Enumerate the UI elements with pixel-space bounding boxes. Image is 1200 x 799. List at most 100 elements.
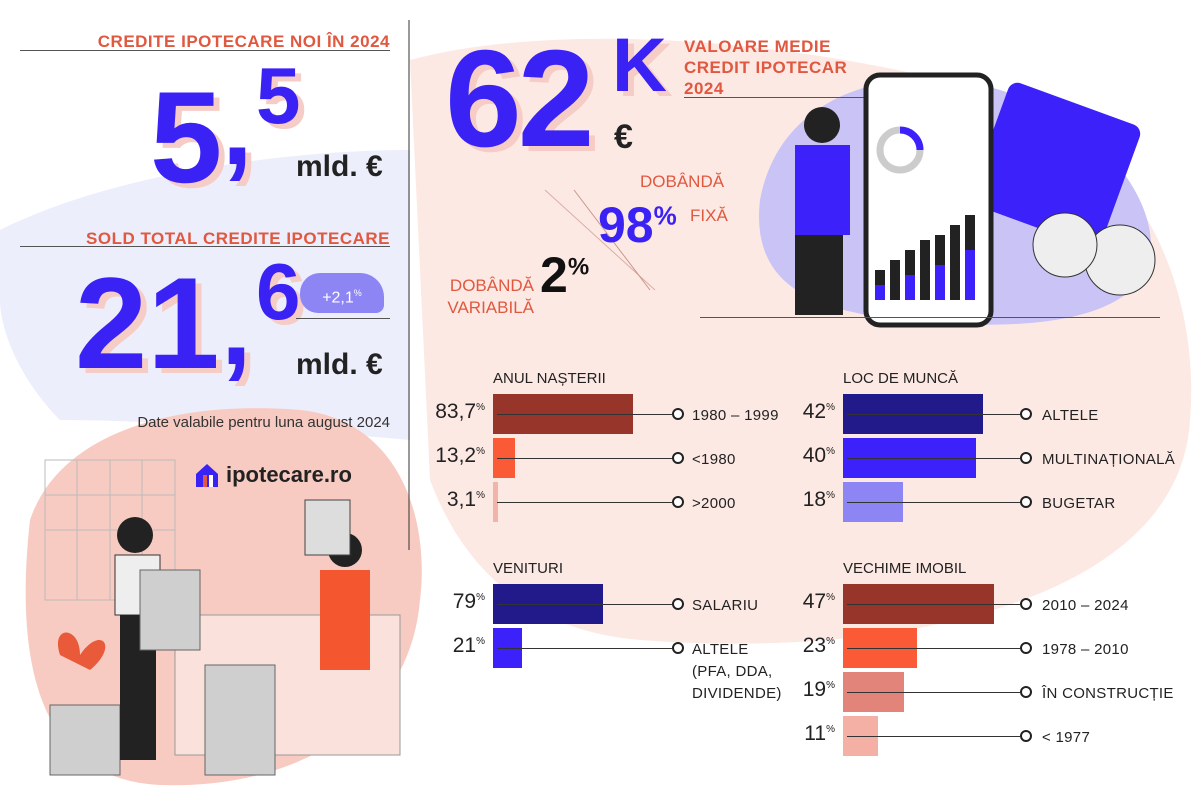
- connector-dot: [1020, 496, 1032, 508]
- category-label: ALTELE: [1042, 407, 1099, 424]
- category-label: >2000: [692, 495, 736, 512]
- value-label: 19%: [765, 678, 835, 702]
- category-label: 1980 – 1999: [692, 407, 779, 424]
- connector-dot: [1020, 598, 1032, 610]
- connector-dot: [672, 408, 684, 420]
- connector-line: [497, 414, 672, 415]
- connector-dot: [672, 496, 684, 508]
- unit-text: %: [476, 402, 485, 413]
- connector-line: [847, 736, 1020, 737]
- value-text: 23: [802, 634, 827, 657]
- change-badge: +2,1%: [300, 273, 384, 313]
- connector-line: [497, 502, 672, 503]
- value-text: 13,2: [435, 444, 477, 467]
- new-loans-unit: mld. €: [296, 150, 383, 183]
- connector-line: [497, 458, 672, 459]
- value-label: 40%: [765, 444, 835, 468]
- value-text: 19: [802, 678, 827, 701]
- fixed-interest-label-line1: DOBÂNDĂ: [640, 172, 725, 191]
- avg-loan-title: VALOARE MEDIE CREDIT IPOTECAR 2024: [684, 37, 848, 98]
- chart-title: VENITURI: [493, 560, 564, 577]
- value-label: 11%: [765, 722, 835, 746]
- value-text: 83,7: [435, 400, 477, 423]
- chart-title: LOC DE MUNCĂ: [843, 370, 959, 387]
- value-label: 18%: [765, 488, 835, 512]
- value-label: 47%: [765, 590, 835, 614]
- value-label: 42%: [765, 400, 835, 424]
- connector-line: [497, 604, 672, 605]
- unit-text: %: [826, 680, 835, 691]
- connector-line: [847, 604, 1020, 605]
- chart-title: VECHIME IMOBIL: [843, 560, 967, 577]
- new-loans-integer: 5: [150, 64, 223, 210]
- value-label: 83,7%: [415, 400, 485, 424]
- new-loans-comma: ,: [222, 65, 253, 188]
- unit-text: %: [476, 490, 485, 501]
- house-icon: [196, 464, 218, 487]
- category-label: ALTELE (PFA, DDA, DIVIDENDE): [692, 641, 782, 702]
- fixed-interest-label-line2: FIXĂ: [690, 206, 728, 225]
- value-text: 42: [802, 400, 827, 423]
- total-balance-integer: 21: [75, 250, 220, 396]
- connector-line: [847, 414, 1020, 415]
- connector-line: [847, 458, 1020, 459]
- fixed-interest-value: 98%: [598, 197, 677, 253]
- unit-text: %: [826, 636, 835, 647]
- brand-logo[interactable]: ipotecare.ro: [194, 462, 352, 488]
- avg-loan-suffix: K: [612, 23, 667, 108]
- unit-text: %: [476, 446, 485, 457]
- category-label: SALARIU: [692, 597, 759, 614]
- connector-line: [497, 648, 672, 649]
- connector-dot: [1020, 686, 1032, 698]
- category-label: 1978 – 2010: [1042, 641, 1129, 658]
- value-label: 3,1%: [415, 488, 485, 512]
- connector-dot: [1020, 642, 1032, 654]
- unit-text: %: [476, 636, 485, 647]
- connector-dot: [1020, 408, 1032, 420]
- data-note: Date valabile pentru luna august 2024: [137, 414, 390, 431]
- new-loans-title: CREDITE IPOTECARE NOI ÎN 2024: [97, 32, 390, 51]
- variable-interest-label: DOBÂNDĂ VARIABILĂ: [447, 276, 534, 317]
- connector-dot: [672, 642, 684, 654]
- brand-name: ipotecare.ro: [226, 462, 352, 487]
- value-label: 79%: [415, 590, 485, 614]
- category-label: ÎN CONSTRUCȚIE: [1042, 685, 1174, 702]
- value-text: 3,1: [446, 488, 477, 511]
- avg-loan-currency: €: [614, 118, 633, 156]
- unit-text: %: [826, 724, 835, 735]
- value-text: 11: [804, 722, 827, 745]
- value-label: 23%: [765, 634, 835, 658]
- value-text: 18: [802, 488, 827, 511]
- value-text: 40: [802, 444, 827, 467]
- variable-interest-value: 2%: [540, 247, 590, 303]
- total-balance-title: SOLD TOTAL CREDITE IPOTECARE: [86, 229, 390, 248]
- category-label: MULTINAȚIONALĂ: [1042, 451, 1176, 468]
- unit-text: %: [826, 446, 835, 457]
- connector-line: [847, 692, 1020, 693]
- connector-line: [847, 502, 1020, 503]
- unit-text: %: [826, 490, 835, 501]
- category-label: 2010 – 2024: [1042, 597, 1129, 614]
- value-text: 79: [452, 590, 477, 613]
- couple-moving-illustration: [44, 459, 401, 776]
- category-label: <1980: [692, 451, 736, 468]
- value-text: 47: [802, 590, 827, 613]
- value-label: 13,2%: [415, 444, 485, 468]
- chart-title: ANUL NAȘTERII: [493, 370, 606, 387]
- total-balance-unit: mld. €: [296, 348, 383, 381]
- category-label: BUGETAR: [1042, 495, 1116, 512]
- value-text: 21: [452, 634, 477, 657]
- value-label: 21%: [415, 634, 485, 658]
- total-balance-decimal: 6: [256, 247, 301, 336]
- connector-dot: [672, 598, 684, 610]
- bar: [493, 482, 499, 522]
- total-balance-comma: ,: [221, 265, 252, 388]
- connector-dot: [1020, 730, 1032, 742]
- avg-loan-value: 62: [445, 22, 594, 176]
- unit-text: %: [826, 402, 835, 413]
- connector-dot: [672, 452, 684, 464]
- connector-dot: [1020, 452, 1032, 464]
- new-loans-decimal: 5: [256, 51, 301, 140]
- category-label: < 1977: [1042, 729, 1091, 746]
